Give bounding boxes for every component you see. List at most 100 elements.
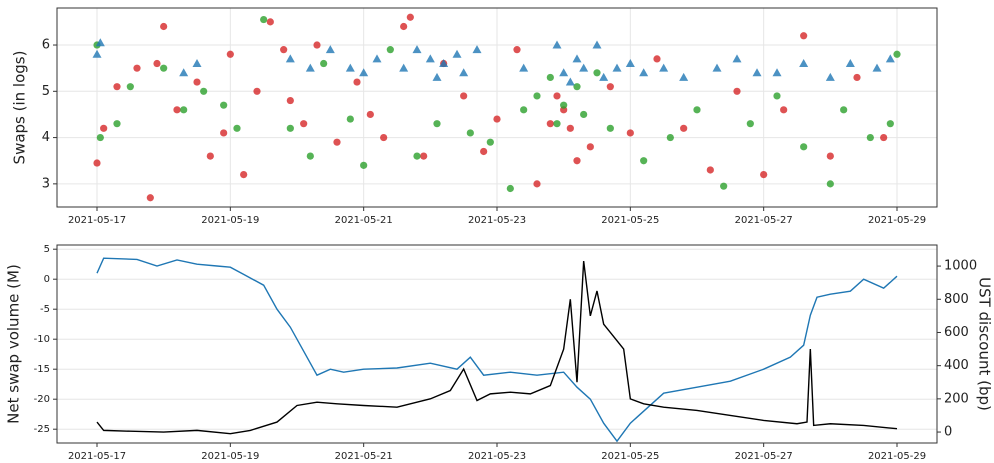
point [666, 133, 674, 142]
point [420, 152, 428, 160]
point [93, 159, 101, 167]
point [559, 68, 569, 77]
point [625, 59, 635, 68]
point [126, 83, 134, 91]
y2-tick-label: 800 [944, 292, 969, 307]
x-tick-label: 2021-05-17 [68, 215, 126, 226]
point [626, 129, 634, 137]
point [706, 166, 714, 174]
point [92, 49, 102, 58]
y-tick-label: -15 [34, 364, 50, 375]
point [599, 72, 609, 81]
point [693, 106, 701, 114]
point [406, 13, 414, 21]
y-tick-label: 5 [42, 84, 50, 99]
point [180, 106, 188, 114]
point [399, 63, 409, 72]
y-tick-label: -25 [34, 424, 50, 435]
x-tick-label: 2021-05-21 [335, 215, 393, 226]
point [206, 152, 214, 160]
point [372, 54, 382, 63]
plot-frame [56, 7, 938, 208]
point [95, 38, 105, 47]
point [872, 63, 882, 72]
point [586, 143, 594, 151]
point [606, 83, 614, 91]
point [439, 59, 449, 68]
point [513, 46, 521, 54]
y-tick-label: -20 [34, 394, 50, 405]
point [572, 54, 582, 63]
point [732, 54, 742, 63]
point [893, 50, 901, 58]
y-axis-label: Net swap volume (M) [5, 264, 23, 424]
line [96, 257, 898, 443]
point [345, 63, 355, 72]
point [653, 55, 661, 63]
point [880, 133, 888, 142]
y2-tick-label: 600 [944, 325, 969, 340]
x-tick-label: 2021-05-27 [735, 215, 793, 226]
x-tick-label: 2021-05-21 [335, 451, 393, 462]
point [866, 133, 874, 142]
y-tick-label: 0 [44, 274, 50, 285]
y-tick-label: -10 [34, 334, 50, 345]
point [160, 22, 168, 31]
point [493, 115, 501, 123]
point [760, 171, 768, 179]
y2-tick-label: 200 [944, 391, 969, 406]
x-tick-label: 2021-05-23 [468, 451, 526, 462]
point [380, 133, 388, 142]
point [885, 54, 895, 63]
point [612, 63, 622, 72]
point [425, 54, 435, 63]
point [305, 63, 315, 72]
point [772, 68, 782, 77]
point [506, 184, 514, 193]
point [413, 152, 421, 160]
point [853, 73, 861, 82]
point [280, 46, 288, 54]
point [639, 68, 649, 77]
x-tick-label: 2021-05-19 [201, 215, 259, 226]
point [546, 120, 554, 128]
point [400, 22, 408, 31]
point [412, 45, 422, 54]
point [680, 124, 688, 132]
point [193, 78, 201, 86]
point [579, 63, 589, 72]
y-tick-label: 5 [44, 244, 50, 255]
point [746, 120, 754, 128]
x-tick-label: 2021-05-27 [735, 451, 793, 462]
y-tick-label: 4 [42, 130, 50, 145]
point [200, 87, 208, 95]
point [286, 96, 294, 105]
point [300, 120, 308, 128]
point [386, 46, 394, 54]
point [780, 106, 788, 114]
y2-tick-label: 1000 [944, 259, 977, 274]
x-tick-label: 2021-05-29 [868, 451, 926, 462]
point [486, 138, 494, 146]
point [519, 63, 529, 72]
point [460, 92, 468, 100]
point [240, 171, 248, 179]
point [546, 73, 554, 82]
point [552, 40, 562, 49]
point [733, 87, 741, 95]
point [845, 59, 855, 68]
point [720, 182, 728, 190]
point [220, 129, 228, 137]
point [306, 152, 314, 160]
point [360, 161, 368, 169]
y-tick-label: -5 [40, 304, 50, 315]
point [752, 68, 762, 77]
point [799, 59, 809, 68]
point [466, 129, 474, 137]
point [260, 15, 268, 24]
point [480, 147, 488, 156]
point [226, 50, 234, 58]
point [593, 69, 601, 77]
x-tick-label: 2021-05-17 [68, 451, 126, 462]
point [320, 59, 328, 68]
